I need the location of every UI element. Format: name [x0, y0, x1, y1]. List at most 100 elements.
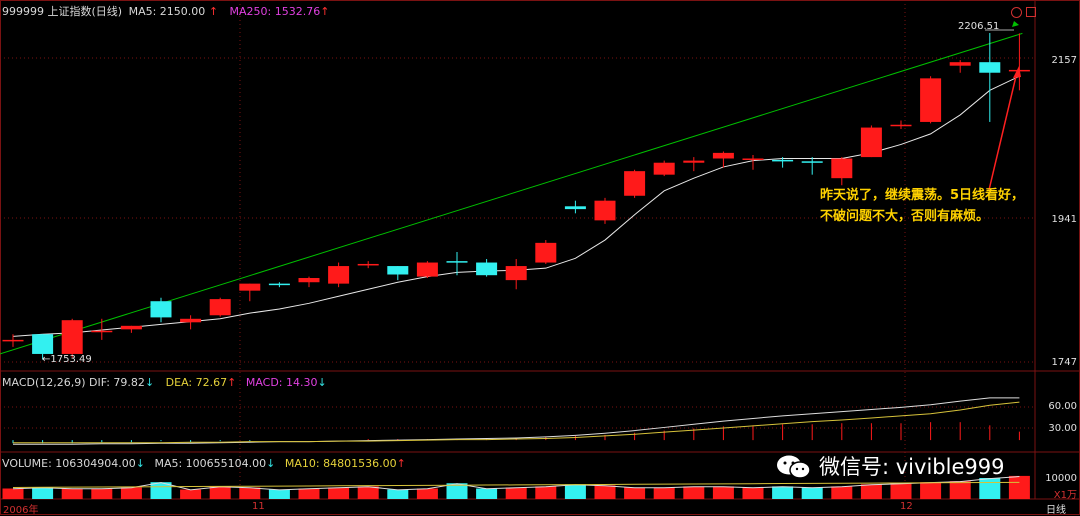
macd-down-arrow-icon: ↓: [317, 376, 327, 389]
date-tick-2006: 2006年: [3, 505, 39, 516]
candle-14: [416, 261, 438, 279]
volume-bar-16: [476, 488, 498, 499]
candle-16: [476, 259, 498, 277]
volume-bar-34: [1008, 475, 1030, 499]
volume-bar-21: [624, 487, 646, 499]
candle-body: [683, 160, 705, 163]
dea-line: [13, 401, 1020, 444]
volume-bar-26: [772, 486, 794, 499]
volume-panel: [2, 475, 1030, 499]
candle-18: [535, 240, 557, 264]
vol-ma5-readout: MA5: 100655104.00: [154, 457, 267, 470]
candle-33: [979, 32, 1001, 122]
candle-body: [357, 263, 379, 266]
volume-ma10-line: [12, 481, 1020, 488]
volume-bar-24: [712, 486, 734, 499]
volume-bar-33: [979, 478, 1001, 499]
volume-header: VOLUME: 106304904.00↓ MA5: 100655104.00↓…: [2, 457, 406, 470]
candle-17: [505, 259, 527, 290]
candle-body: [742, 158, 764, 160]
price-tick-1747: 1747: [1051, 357, 1077, 368]
candle-body: [328, 266, 350, 284]
candle-19: [564, 200, 586, 214]
candle-1: [32, 334, 54, 360]
period-tab-daily[interactable]: 日线: [1046, 505, 1066, 516]
volume-bar-13: [387, 489, 409, 499]
candle-5: [150, 297, 172, 323]
vol-ma10-readout: MA10: 84801536.00: [284, 457, 397, 470]
volume-bar-0: [2, 488, 24, 499]
volume-bar-22: [653, 487, 675, 499]
volume-ma5-line: [12, 476, 1020, 491]
date-tick-11: 11: [252, 501, 265, 512]
volume-bar-32: [949, 481, 971, 499]
restore-icon[interactable]: [1026, 7, 1036, 17]
dea-readout: DEA: 72.67: [165, 376, 228, 389]
candle-body: [890, 124, 912, 127]
vol-ma5-down-arrow-icon: ↓: [266, 457, 276, 470]
index-name: 上证指数: [47, 5, 92, 18]
candle-4: [120, 325, 142, 333]
ma250-up-arrow-icon: ↑: [320, 5, 330, 18]
dif-down-arrow-icon: ↓: [144, 376, 155, 389]
candle-body: [446, 261, 468, 263]
volume-bar-12: [357, 486, 379, 499]
annotation-arrow-head: [1013, 66, 1021, 78]
volume-bar-4: [120, 487, 142, 499]
volume-readout: VOLUME: 106304904.00: [2, 457, 136, 470]
candle-9: [268, 282, 290, 288]
candle-body: [772, 159, 794, 162]
volume-bar-27: [801, 487, 823, 499]
candle-body: [564, 206, 586, 210]
candlestick-series[interactable]: [2, 32, 1030, 360]
candle-body: [268, 283, 290, 286]
watermark-text: 微信号: vivible999: [819, 455, 1005, 479]
candle-body: [860, 127, 882, 158]
volume-bar-11: [328, 487, 350, 499]
candle-body: [150, 301, 172, 318]
macd-tick-30: 30.00: [1048, 423, 1077, 434]
candle-32: [949, 60, 971, 73]
candle-body: [831, 158, 853, 179]
price-tick-2157: 2157: [1051, 55, 1077, 66]
ma250-readout: MA250: 1532.76: [229, 5, 321, 18]
candle-27: [801, 157, 823, 175]
close-circle-icon[interactable]: [1011, 7, 1022, 18]
candle-body: [624, 171, 646, 196]
candle-body: [298, 278, 320, 283]
candle-25: [742, 154, 764, 170]
volume-tick-10000: 10000: [1045, 473, 1077, 484]
volume-unit-label: X1万: [1053, 490, 1077, 501]
volume-bar-9: [268, 489, 290, 499]
volume-bar-6: [180, 489, 202, 499]
ma5-readout: MA5: 2150.00: [128, 5, 206, 18]
candle-28: [831, 157, 853, 186]
wechat-watermark: 微信号: vivible999: [775, 453, 1004, 481]
left-arrow-icon: ←: [42, 354, 51, 365]
candle-body: [209, 299, 231, 316]
candle-body: [2, 339, 24, 342]
dea-up-arrow-icon: ↑: [227, 376, 237, 389]
price-tick-1941: 1941: [1051, 214, 1077, 225]
annotation-text: 昨天说了，继续震荡。5日线看好， 不破问题不大，否则有麻烦。: [820, 185, 1024, 227]
candle-30: [890, 120, 912, 129]
candle-2: [61, 318, 83, 358]
index-code: 999999: [2, 5, 44, 18]
candle-6: [180, 315, 202, 330]
candle-34: [1008, 33, 1030, 91]
low-marker-label: ←1753.49: [42, 354, 92, 365]
ma5-up-arrow-icon: ↑: [208, 5, 219, 18]
candle-body: [416, 262, 438, 277]
trend-line-segment: [0, 32, 1023, 355]
candle-body: [91, 330, 113, 333]
volume-bar-23: [683, 486, 705, 499]
candle-13: [387, 266, 409, 281]
candle-body: [180, 318, 202, 323]
candle-body: [535, 242, 557, 263]
candle-body: [920, 78, 942, 122]
candle-0: [2, 334, 24, 347]
candle-23: [683, 157, 705, 172]
volume-bar-20: [594, 485, 616, 499]
